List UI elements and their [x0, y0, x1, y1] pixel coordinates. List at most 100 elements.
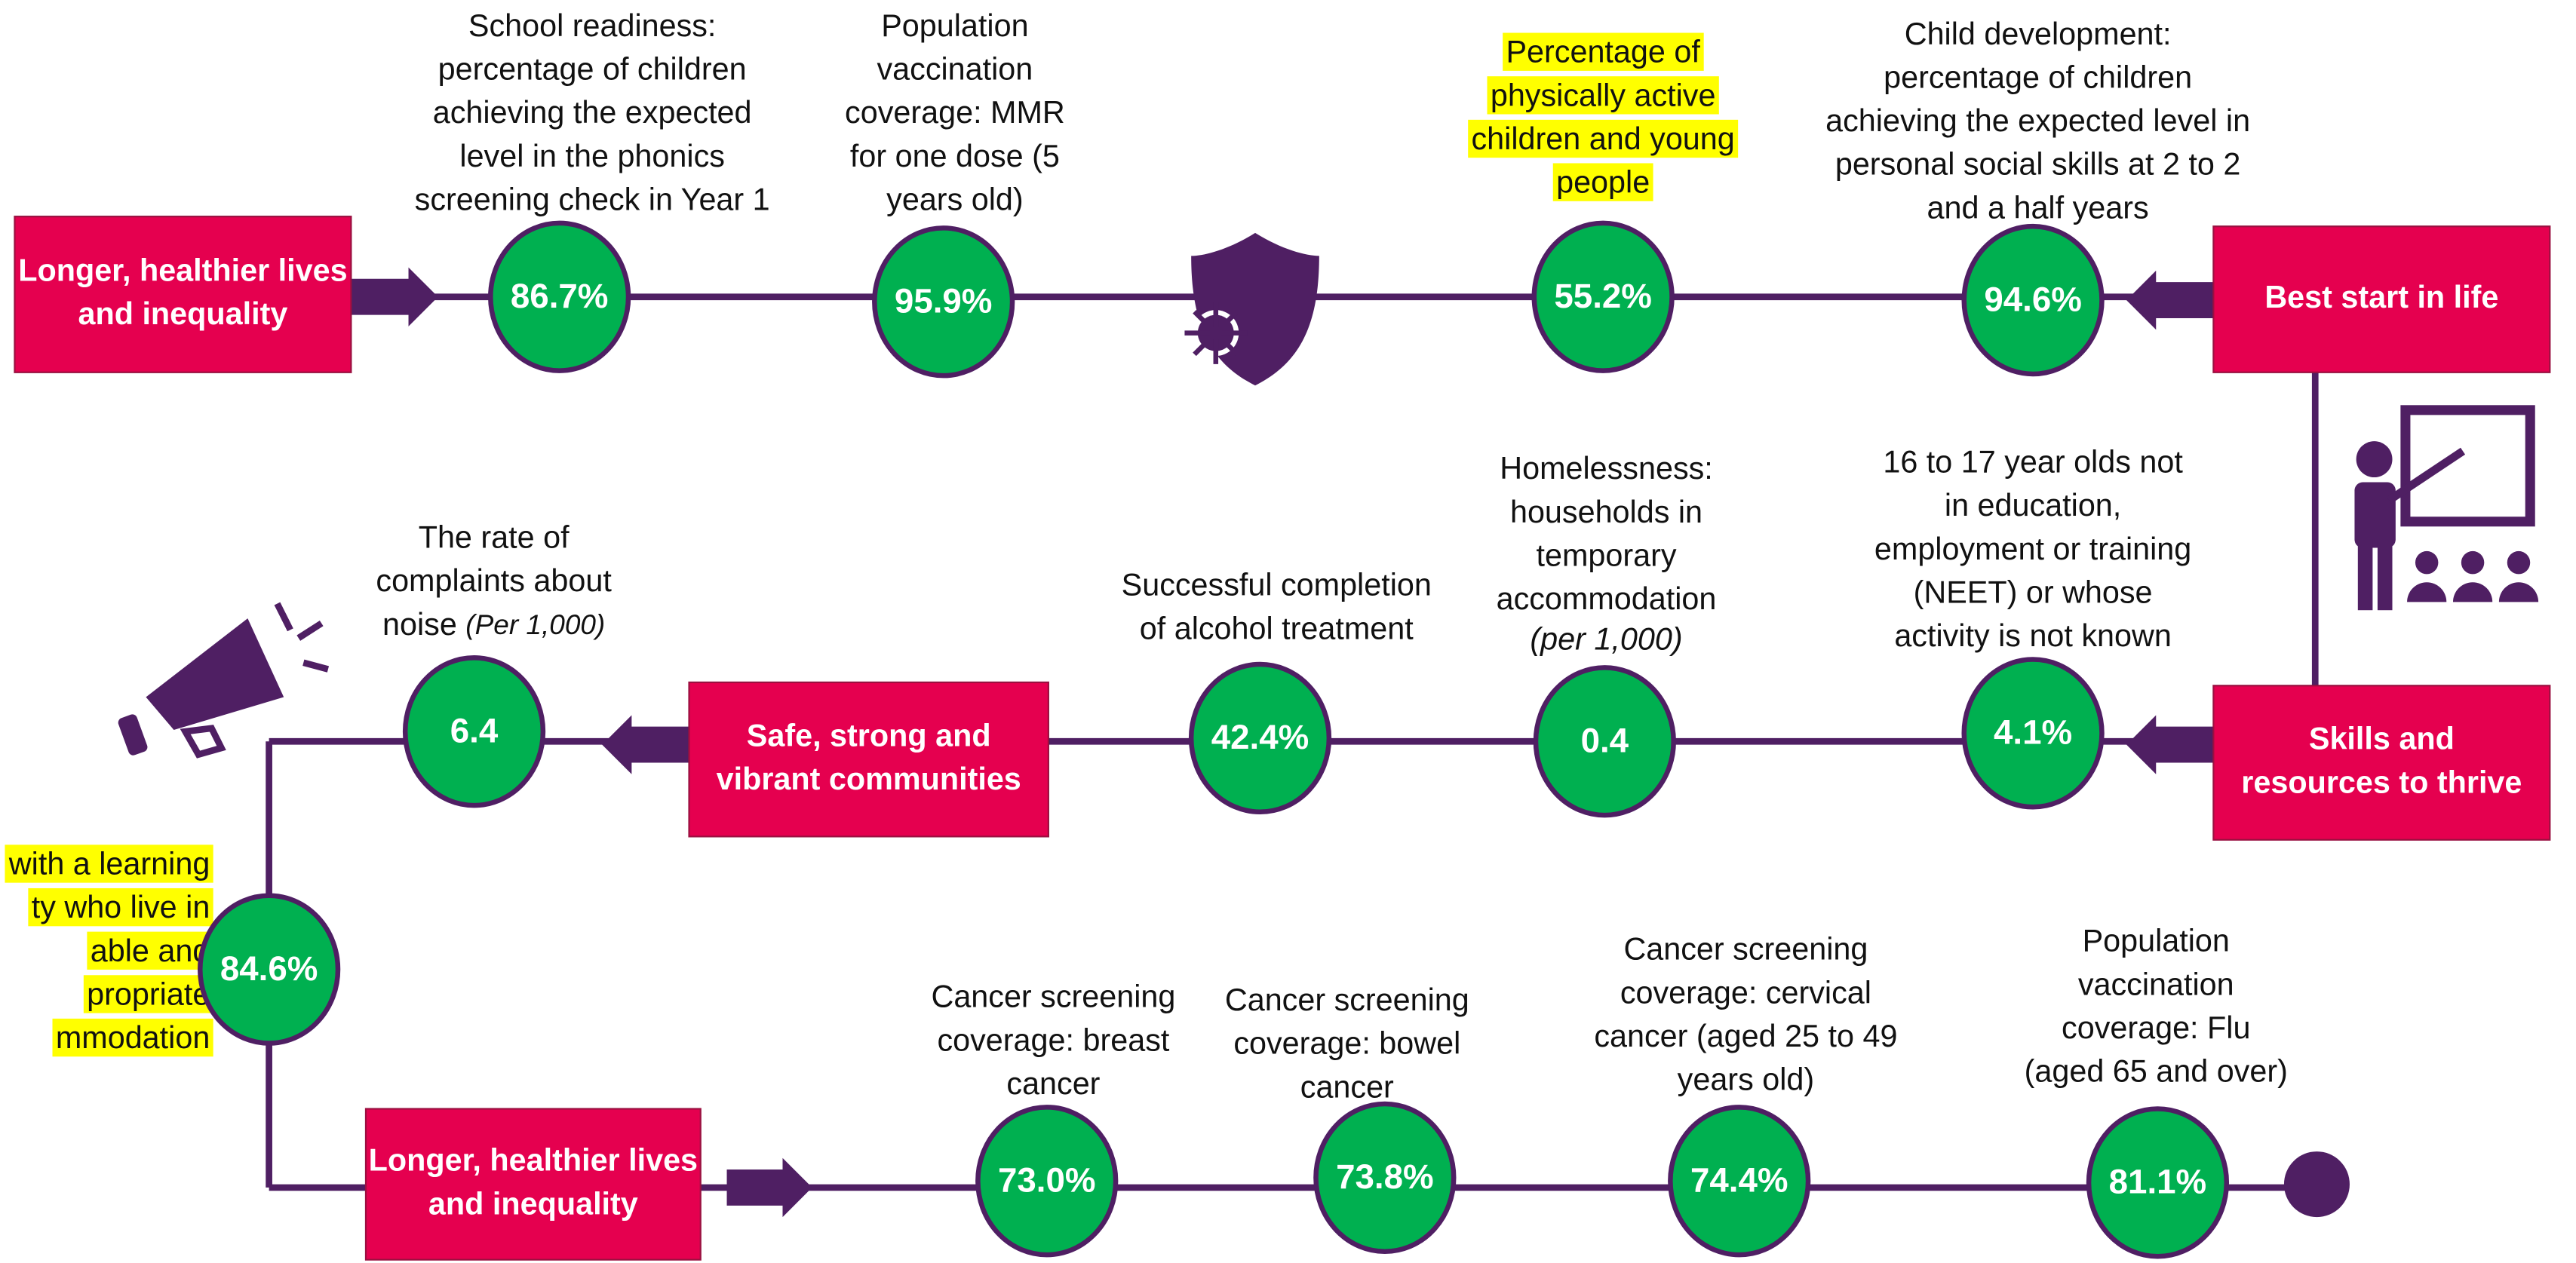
- section-label: vibrant communities: [717, 762, 1021, 796]
- indicator-note: (Per 1,000): [465, 609, 605, 640]
- indicator-label: (NEET) or whose: [1914, 575, 2153, 609]
- indicator: The rate of complaints about noise (Per 1,…: [376, 520, 612, 808]
- section: Best start in life: [2212, 225, 2551, 373]
- indicator-label: years old): [1678, 1062, 1814, 1097]
- arrow: [602, 715, 689, 774]
- indicator-label: cancer (aged 25 to 49: [1594, 1019, 1897, 1053]
- indicator-label: coverage: bowel: [1233, 1026, 1460, 1061]
- arrow: [726, 1157, 812, 1218]
- indicator-label: cancer: [1300, 1069, 1394, 1104]
- section-label: Longer, healthier lives: [369, 1143, 698, 1178]
- section-label: Safe, strong and: [747, 718, 991, 753]
- section-box: [2212, 685, 2551, 841]
- indicator-label: percentage of children: [438, 52, 747, 87]
- indicator-label: people: [1556, 165, 1650, 200]
- indicator: with a learning ty who live in able and pro…: [5, 845, 341, 1057]
- indicator-label: Successful completion: [1122, 568, 1432, 602]
- indicator-value: 55.2%: [1554, 277, 1652, 315]
- indicator: 16 to 17 year olds not in education, emplo…: [1874, 445, 2191, 810]
- indicator-label: noise (Per 1,000): [382, 607, 605, 642]
- label-highlight: [28, 887, 213, 927]
- indicator-label: The rate of: [419, 520, 570, 555]
- indicator-label: Percentage of: [1506, 35, 1700, 69]
- indicator-circle: [1531, 220, 1675, 373]
- label-highlight: [83, 975, 213, 1013]
- indicator: Successful completion of alcohol treatmen…: [1122, 568, 1432, 815]
- arrow: [2126, 715, 2214, 774]
- indicator-label: and a half years: [1927, 190, 2149, 225]
- megaphone-icon: [118, 602, 330, 759]
- indicator-label: years old): [886, 182, 1023, 216]
- indicator-label: personal social skills at 2 to 2: [1835, 147, 2241, 182]
- indicator-label: (aged 65 and over): [2025, 1054, 2288, 1089]
- indicator-label: Population: [2083, 924, 2230, 958]
- indicator-circle: [1188, 661, 1332, 815]
- indicator-label: Child development:: [1905, 17, 2172, 51]
- indicator-label: in education,: [1945, 488, 2121, 523]
- indicator-label: for one dose (5: [850, 139, 1060, 173]
- indicator-label: children and young: [1472, 121, 1735, 156]
- indicator-label: mmodation: [56, 1020, 210, 1055]
- indicator-value: 81.1%: [2109, 1163, 2207, 1201]
- indicator-label: vaccination: [2078, 967, 2234, 1001]
- indicator-label: cancer: [1006, 1066, 1100, 1101]
- indicator: School readiness: percentage of children a…: [415, 8, 770, 373]
- indicator: Child development: percentage of children…: [1825, 17, 2250, 377]
- indicator-circle: [1961, 657, 2105, 810]
- indicator: Cancer screening coverage: breast cancer 73…: [931, 979, 1175, 1258]
- indicator-value: 6.4: [450, 711, 499, 750]
- indicator-label: coverage: breast: [938, 1022, 1170, 1057]
- indicator-value: 86.7%: [511, 277, 609, 315]
- indicator-label: Homelessness:: [1500, 451, 1713, 486]
- label-highlight: [1487, 76, 1719, 115]
- indicator-label: temporary: [1536, 538, 1676, 573]
- indicator-label: percentage of children: [1884, 60, 2192, 94]
- indicator-circle: [1668, 1105, 1811, 1258]
- indicator: Population vaccination coverage: MMR for on…: [845, 8, 1065, 379]
- indicator-value: 74.4%: [1690, 1160, 1788, 1199]
- indicator-circle: [402, 655, 546, 808]
- indicator-label: achieving the expected: [433, 95, 752, 130]
- indicator-label: coverage: MMR: [845, 95, 1065, 130]
- indicator-label: vaccination: [877, 52, 1033, 87]
- indicator: Percentage of physically active children a…: [1468, 32, 1739, 373]
- section-box: [364, 1108, 702, 1261]
- section-box: [14, 216, 352, 373]
- indicator-value: 0.4: [1581, 721, 1629, 759]
- indicator-value: 95.9%: [895, 281, 993, 320]
- indicator-circle: [975, 1105, 1119, 1258]
- arrows: [351, 267, 2350, 1218]
- indicator-circle: [872, 225, 1015, 379]
- section-box: [2212, 225, 2551, 373]
- highlight-group: [5, 845, 213, 1057]
- indicator-value: 4.1%: [1994, 713, 2072, 752]
- indicator-label: employment or training: [1874, 532, 2191, 566]
- indicator-label: with a learning: [8, 846, 210, 881]
- section-label: and inequality: [428, 1186, 638, 1221]
- indicator-label: households in: [1510, 495, 1702, 529]
- section-label: resources to thrive: [2241, 765, 2522, 799]
- arrow: [351, 267, 438, 326]
- indicator-value: 42.4%: [1211, 718, 1309, 756]
- indicator: Cancer screening coverage: cervical cancer…: [1594, 932, 1897, 1258]
- section-label: Longer, healthier lives: [18, 253, 347, 288]
- indicator-label: noise: [382, 607, 457, 642]
- indicator-circle: [197, 893, 341, 1046]
- indicator: Cancer screening coverage: bowel cancer 73.…: [1225, 983, 1469, 1255]
- label-highlight: [1468, 119, 1739, 158]
- indicator-value: 73.0%: [998, 1160, 1096, 1199]
- indicator-label: propriate: [87, 976, 210, 1011]
- indicator-label: complaints about: [376, 563, 612, 598]
- indicator: Population vaccination coverage: Flu (aged …: [2025, 924, 2288, 1259]
- indicator-label: level in the phonics: [459, 139, 725, 173]
- indicator-label: Cancer screening: [931, 979, 1175, 1014]
- indicator-value: 94.6%: [1984, 280, 2082, 318]
- label-highlight: [1552, 163, 1653, 201]
- indicator-label: Population: [881, 8, 1028, 43]
- indicator-label: Cancer screening: [1225, 983, 1469, 1017]
- arrow: [2126, 270, 2214, 330]
- section: Longer, healthier lives and inequality: [364, 1108, 702, 1261]
- indicator-label: able and: [91, 933, 210, 968]
- section: Safe, strong and vibrant communities: [688, 681, 1049, 838]
